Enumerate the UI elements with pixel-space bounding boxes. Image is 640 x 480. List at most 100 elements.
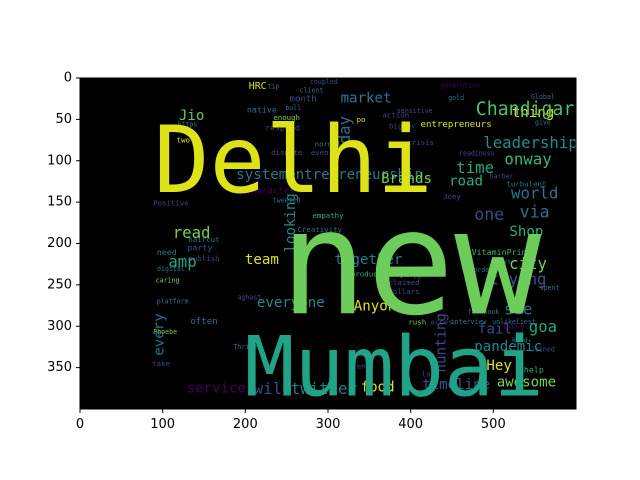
word-group: Phoebe Joined facebook sensitive digital cari… [151, 78, 586, 415]
word-joey: Joey [443, 192, 461, 201]
word-haircut: haircut [188, 235, 219, 244]
word-amp: amp [168, 252, 196, 271]
word-time: time [456, 158, 494, 177]
y-tick-label: 200 [47, 236, 72, 251]
word-often: often [190, 317, 217, 327]
x-tick-label: 400 [398, 417, 423, 432]
x-tick-label: 500 [481, 417, 506, 432]
word-team: team [245, 252, 279, 268]
word-brands: Brands [381, 171, 432, 187]
word-fail: fail [478, 322, 512, 338]
word-crisis: crisis [407, 138, 434, 147]
word-sensitive: sensitive [397, 107, 433, 115]
word-aghast: aghast [238, 293, 262, 301]
word-spent: spent [540, 284, 560, 292]
x-tick-label: 300 [316, 417, 341, 432]
word-interview: interview [451, 318, 487, 326]
word-jio: Jio [179, 108, 204, 124]
word-phoebe: Phoebe [153, 328, 177, 336]
word-thrive: Thrive [233, 343, 257, 351]
y-tick-label: 100 [47, 153, 72, 168]
word-hi: Hi [408, 236, 416, 244]
word-generation: generation [440, 81, 480, 89]
x-tick-label: 0 [76, 417, 84, 432]
word-see: see [504, 299, 532, 318]
word-shop: Shop [509, 224, 543, 240]
word-service: service [187, 380, 246, 396]
word-vitaminprint: VitaminPrint [472, 247, 532, 257]
y-tick-label: 250 [47, 277, 72, 292]
word-says: says [495, 258, 511, 266]
word-turbulent: turbulent [506, 179, 546, 188]
word-timeline: timeline [422, 377, 490, 393]
word-one: one [474, 205, 504, 224]
word-even: even [311, 148, 329, 157]
word-caring: caring [156, 277, 180, 285]
word-https: https [178, 120, 198, 128]
word-trying: trying [490, 270, 547, 289]
word-end: end [357, 361, 370, 370]
word-positive: Positive [153, 198, 189, 207]
word-publish: publish [188, 254, 219, 263]
word-character: Character [245, 186, 295, 196]
word-tip: tip [267, 82, 279, 90]
x-tick-label: 100 [150, 417, 175, 432]
word-normal: normal [315, 140, 342, 149]
word-thing: thing [512, 105, 554, 121]
word-hunting: hunting [433, 313, 449, 372]
word-delhi: Delhi [154, 106, 433, 214]
word-ordering: ordering [473, 266, 505, 274]
word-take: take [152, 359, 170, 368]
word-read: read [173, 223, 211, 242]
word-looking: looking [283, 193, 299, 252]
word-market: market [341, 91, 392, 107]
word-native: native [247, 104, 277, 114]
word-barber: barber [490, 172, 514, 180]
word-client: client [300, 86, 324, 94]
word-party: party [187, 243, 212, 253]
word-entrepreneurs: entrepreneurs [421, 120, 492, 130]
word-new: new [280, 180, 542, 348]
y-tick-label: 50 [55, 112, 72, 127]
word-need: need [157, 247, 177, 257]
word-gold: gold [448, 94, 464, 102]
word-month: month [290, 95, 317, 105]
word-anyone: Anyone [354, 298, 405, 314]
word-po: po [357, 115, 366, 124]
word-help: help [524, 364, 544, 374]
word-rush: rush [408, 318, 426, 327]
word-food: food [361, 379, 395, 395]
y-tick-label: 300 [47, 319, 72, 334]
y-tick-label: 150 [47, 195, 72, 210]
word-easy: Easy [503, 321, 525, 331]
word-tweeted: tweeted [273, 196, 301, 204]
word-onway: onway [504, 150, 551, 169]
word-claimed: claimed [388, 278, 419, 287]
word-chandigarh: Chandigarh [476, 99, 586, 120]
word-digital: digital [157, 265, 185, 273]
word-bull: bull [285, 104, 301, 112]
word-will: will [254, 379, 292, 398]
word-enough: enough [273, 113, 300, 122]
word-two: two [177, 136, 190, 145]
word-mumbai: Mumbai [245, 318, 544, 415]
word-world: world [511, 184, 558, 203]
word-platform: platform [157, 297, 189, 305]
word-goa: goa [529, 317, 557, 336]
x-tick-label: 200 [233, 417, 258, 432]
word-awesome: awesome [497, 375, 556, 391]
word-pandemic: pandemic [474, 339, 542, 355]
word-readiness: readiness [459, 149, 495, 157]
word-hey: Hey [486, 358, 511, 374]
word-empathy: empathy [312, 211, 344, 220]
word-leadership: leadership [483, 133, 577, 152]
y-tick-label: 0 [64, 71, 72, 86]
word-action: action [382, 111, 409, 120]
word-everyone: everyone [257, 295, 325, 311]
plot-background [80, 78, 576, 409]
word-together: together [335, 252, 403, 268]
word-joined: Joined [531, 345, 555, 353]
word-hrc: HRC [249, 81, 267, 92]
y-tick-label: 350 [47, 360, 72, 375]
word-city: city [509, 254, 547, 273]
